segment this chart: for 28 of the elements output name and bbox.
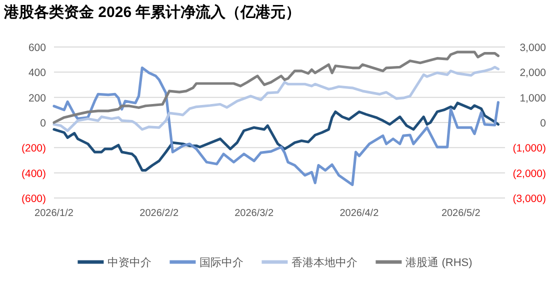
y2-tick-label: 2,000: [520, 67, 546, 80]
legend-label: 香港本地中介: [292, 256, 358, 269]
line-series: [52, 50, 500, 124]
y-tick-label: (200): [21, 142, 46, 155]
y-tick-label: 0: [40, 118, 46, 130]
x-tick-label: 2026/5/2: [441, 208, 481, 219]
line-series: [52, 66, 500, 186]
legend-label: 港股通 (RHS): [406, 256, 472, 269]
legend-label: 中资中介: [108, 256, 152, 269]
y2-tick-label: (3,000): [512, 193, 546, 205]
y2-tick-label: 1,000: [520, 92, 546, 104]
x-tick-label: 2026/4/2: [340, 208, 380, 219]
chart-title: 港股各类资金 2026 年累计净流入（亿港元）: [3, 3, 301, 21]
y-tick-label: 600: [28, 42, 46, 54]
y2-tick-label: (1,000): [512, 142, 546, 155]
y-tick-label: 400: [28, 67, 46, 80]
line-series: [52, 102, 500, 172]
x-tick-label: 2026/1/2: [34, 208, 74, 219]
y2-tick-label: 3,000: [520, 42, 546, 54]
line-series: [52, 66, 500, 132]
y2-tick-label: (2,000): [512, 168, 546, 180]
x-tick-label: 2026/3/2: [234, 208, 274, 219]
y-tick-label: 200: [28, 92, 46, 104]
y-tick-label: (600): [21, 193, 46, 205]
x-tick-label: 2026/2/2: [140, 208, 180, 219]
y2-tick-label: 0: [540, 118, 546, 130]
y-tick-label: (400): [21, 168, 46, 180]
legend-label: 国际中介: [200, 256, 244, 269]
